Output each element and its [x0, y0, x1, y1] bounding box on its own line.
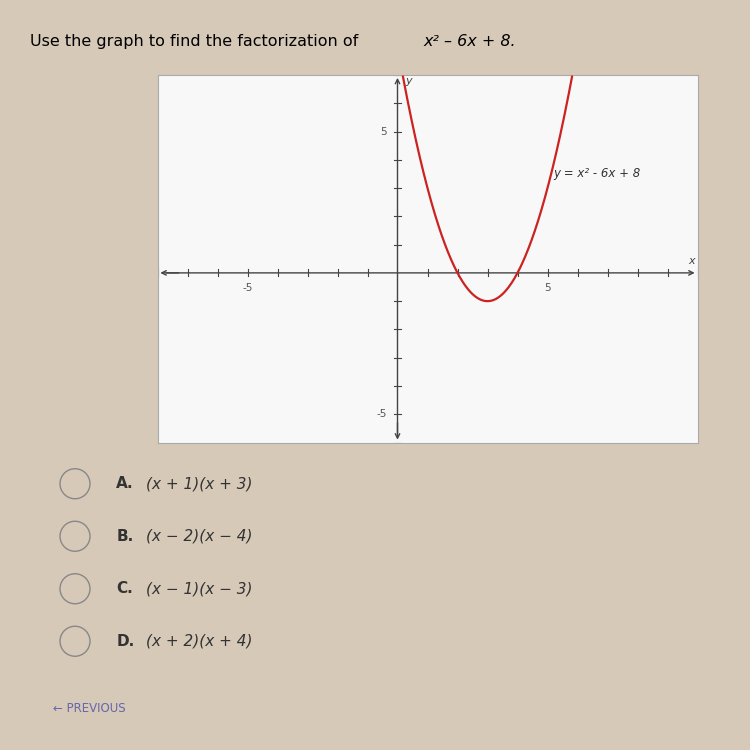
Text: 5: 5 — [380, 127, 387, 136]
Text: C.: C. — [116, 581, 133, 596]
Text: y = x² - 6x + 8: y = x² - 6x + 8 — [554, 167, 640, 181]
Text: -5: -5 — [376, 410, 387, 419]
Text: x² – 6x + 8.: x² – 6x + 8. — [424, 34, 516, 49]
Text: -5: -5 — [242, 283, 253, 292]
Text: A.: A. — [116, 476, 134, 491]
Text: ← PREVIOUS: ← PREVIOUS — [53, 702, 125, 715]
Text: (x + 1)(x + 3): (x + 1)(x + 3) — [146, 476, 253, 491]
Text: D.: D. — [116, 634, 134, 649]
Text: Use the graph to find the factorization of: Use the graph to find the factorization … — [30, 34, 363, 49]
Text: (x + 2)(x + 4): (x + 2)(x + 4) — [146, 634, 253, 649]
Text: (x − 1)(x − 3): (x − 1)(x − 3) — [146, 581, 253, 596]
Text: (x − 2)(x − 4): (x − 2)(x − 4) — [146, 529, 253, 544]
Text: y: y — [405, 76, 412, 86]
Text: 5: 5 — [544, 283, 550, 292]
Text: x: x — [688, 256, 695, 266]
Text: B.: B. — [116, 529, 134, 544]
